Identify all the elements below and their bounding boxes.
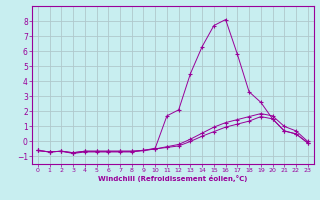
X-axis label: Windchill (Refroidissement éolien,°C): Windchill (Refroidissement éolien,°C) [98,175,247,182]
